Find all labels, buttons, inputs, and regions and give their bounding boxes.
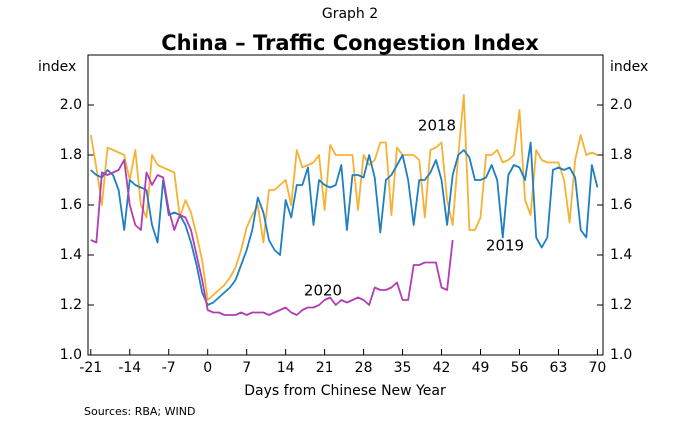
- x-tick-label: 63: [550, 360, 568, 376]
- series-label: 2020: [304, 282, 342, 300]
- x-tick-label: -7: [162, 360, 176, 376]
- chart-title: China – Traffic Congestion Index: [161, 31, 539, 55]
- source-note: Sources: RBA; WIND: [84, 405, 195, 418]
- x-tick-label: 28: [355, 360, 373, 376]
- x-tick-label: 42: [433, 360, 451, 376]
- y-tick-label: 1.8: [60, 147, 82, 163]
- x-axis-label: Days from Chinese New Year: [244, 383, 446, 399]
- y-tick-label: 1.6: [60, 197, 82, 213]
- series-label: 2019: [486, 237, 524, 255]
- y2-tick-label: 1.4: [610, 247, 632, 263]
- y-tick-label: 1.4: [60, 247, 82, 263]
- x-tick-label: 7: [242, 360, 251, 376]
- y-tick-label: 2.0: [60, 97, 82, 113]
- series-label: 2018: [418, 117, 456, 135]
- x-tick-label: 49: [472, 360, 490, 376]
- x-tick-label: -21: [79, 360, 102, 376]
- x-tick-label: 21: [316, 360, 334, 376]
- line-series: [90, 141, 599, 306]
- line-series: [89, 94, 598, 301]
- x-tick-label: 70: [589, 360, 607, 376]
- y-axis-label: index: [38, 59, 76, 75]
- x-tick-label: 56: [511, 360, 529, 376]
- y2-tick-label: 1.8: [610, 147, 632, 163]
- x-tick-label: 35: [394, 360, 412, 376]
- y-tick-label: 1.0: [60, 347, 82, 363]
- x-tick-label: 0: [203, 360, 212, 376]
- y2-tick-label: 1.0: [610, 347, 632, 363]
- y2-tick-label: 1.2: [610, 297, 632, 313]
- y2-axis-label: index: [610, 59, 648, 75]
- y2-tick-label: 1.6: [610, 197, 632, 213]
- line-series: [90, 159, 454, 316]
- x-tick-label: -14: [118, 360, 141, 376]
- y2-tick-label: 2.0: [610, 97, 632, 113]
- x-tick-label: 14: [277, 360, 295, 376]
- chart-supertitle: Graph 2: [322, 6, 378, 22]
- y-tick-label: 1.2: [60, 297, 82, 313]
